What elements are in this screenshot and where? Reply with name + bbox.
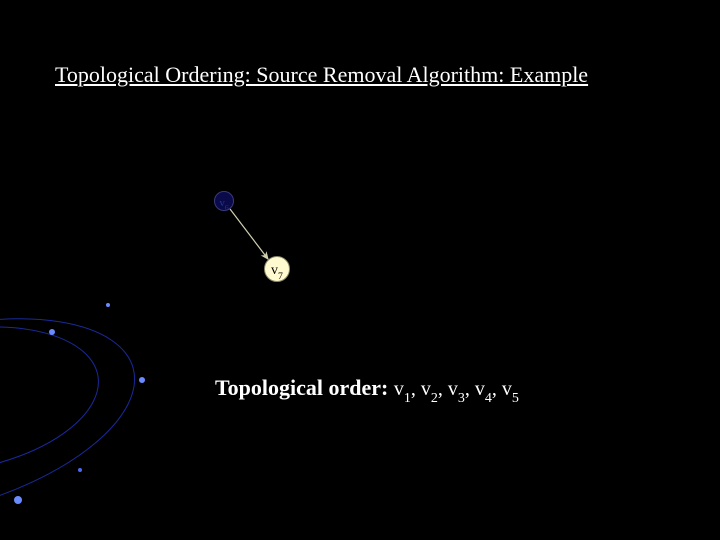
topological-order-line: Topological order: v1, v2, v3, v4, v5 <box>215 375 519 405</box>
slide-title: Topological Ordering: Source Removal Alg… <box>55 62 588 88</box>
slide: Topological Ordering: Source Removal Alg… <box>0 0 720 540</box>
topological-order-values: v1, v2, v3, v4, v5 <box>394 378 519 400</box>
node-v6: v6 <box>214 191 234 211</box>
edge-v6-v7 <box>230 209 268 259</box>
node-label-v7: v7 <box>271 258 283 289</box>
node-label-v6: v6 <box>219 193 228 217</box>
topological-order-label: Topological order: <box>215 375 394 400</box>
node-v7: v7 <box>264 256 290 282</box>
